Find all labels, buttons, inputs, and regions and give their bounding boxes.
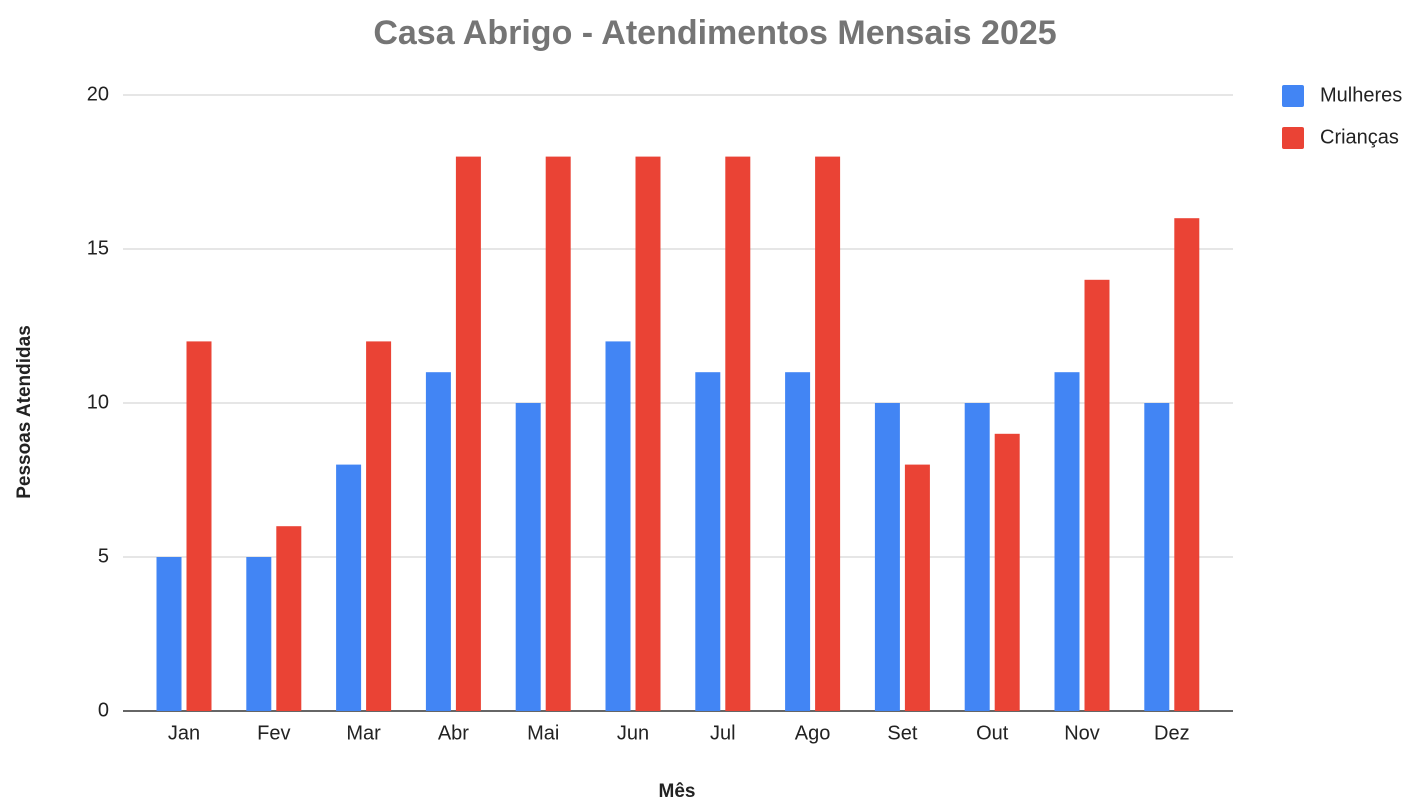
x-tick-label: Dez — [1154, 722, 1190, 744]
y-axis-label: Pessoas Atendidas — [14, 325, 35, 499]
y-tick-label: 5 — [98, 545, 109, 567]
legend-swatch — [1282, 127, 1304, 149]
bar — [725, 156, 751, 712]
bar — [695, 372, 721, 711]
bar — [276, 526, 302, 711]
bar — [1054, 372, 1080, 711]
bar — [815, 156, 841, 712]
bar — [785, 372, 811, 711]
bar — [964, 403, 990, 711]
bar — [635, 156, 661, 712]
x-tick-label: Jul — [710, 722, 736, 744]
x-tick-label: Abr — [438, 722, 469, 744]
bar — [366, 341, 392, 711]
legend-label: Crianças — [1320, 126, 1399, 148]
bar — [874, 403, 900, 711]
x-tick-label: Set — [887, 722, 917, 744]
bar — [994, 433, 1020, 711]
bar — [186, 341, 212, 711]
bar — [1174, 218, 1200, 711]
bar — [455, 156, 481, 712]
x-tick-label: Nov — [1064, 722, 1100, 744]
bar — [605, 341, 631, 711]
x-axis-label: Mês — [659, 781, 696, 802]
y-tick-label: 0 — [98, 699, 109, 721]
x-tick-label: Jan — [168, 722, 200, 744]
chart-title: Casa Abrigo - Atendimentos Mensais 2025 — [373, 14, 1056, 52]
bar — [246, 557, 272, 711]
x-tick-label: Ago — [795, 722, 831, 744]
bar — [156, 557, 182, 711]
bar — [425, 372, 451, 711]
bar — [904, 464, 930, 711]
bar — [1144, 403, 1170, 711]
x-tick-label: Out — [976, 722, 1009, 744]
y-tick-label: 15 — [87, 237, 109, 259]
legend-swatch — [1282, 85, 1304, 107]
bar — [336, 464, 362, 711]
x-tick-label: Mai — [527, 722, 559, 744]
x-tick-label: Mar — [346, 722, 381, 744]
y-tick-label: 10 — [87, 391, 109, 413]
legend-label: Mulheres — [1320, 84, 1402, 106]
x-tick-label: Fev — [257, 722, 290, 744]
y-tick-label: 20 — [87, 83, 109, 105]
bar — [1084, 279, 1110, 711]
x-tick-label: Jun — [617, 722, 649, 744]
bar — [545, 156, 571, 712]
bar — [515, 403, 541, 711]
